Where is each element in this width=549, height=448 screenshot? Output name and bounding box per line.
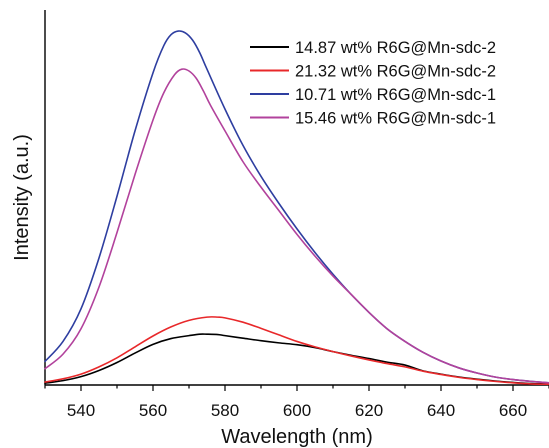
- x-ticks: 540 560 580 600 620 640 660: [44, 385, 549, 420]
- x-tick-label: 640: [427, 401, 455, 420]
- x-tick-label: 580: [211, 401, 239, 420]
- x-tick-label: 540: [67, 401, 95, 420]
- x-tick-label: 660: [499, 401, 527, 420]
- legend-label-1: 14.87 wt% R6G@Mn-sdc-2: [295, 39, 496, 57]
- series-lines: [44, 30, 549, 386]
- x-tick-label: 620: [355, 401, 383, 420]
- legend: 14.87 wt% R6G@Mn-sdc-2 21.32 wt% R6G@Mn-s…: [250, 39, 496, 128]
- y-axis-title: Intensity (a.u.): [11, 134, 33, 261]
- series-line-4: [44, 68, 549, 384]
- x-tick-label: 600: [283, 401, 311, 420]
- legend-label-2: 21.32 wt% R6G@Mn-sdc-2: [295, 63, 496, 81]
- legend-label-4: 15.46 wt% R6G@Mn-sdc-1: [295, 110, 496, 128]
- legend-label-3: 10.71 wt% R6G@Mn-sdc-1: [295, 86, 496, 104]
- x-axis-title: Wavelength (nm): [221, 426, 373, 448]
- x-tick-label: 560: [139, 401, 167, 420]
- series-line-2: [44, 316, 549, 386]
- series-line-3: [44, 30, 549, 384]
